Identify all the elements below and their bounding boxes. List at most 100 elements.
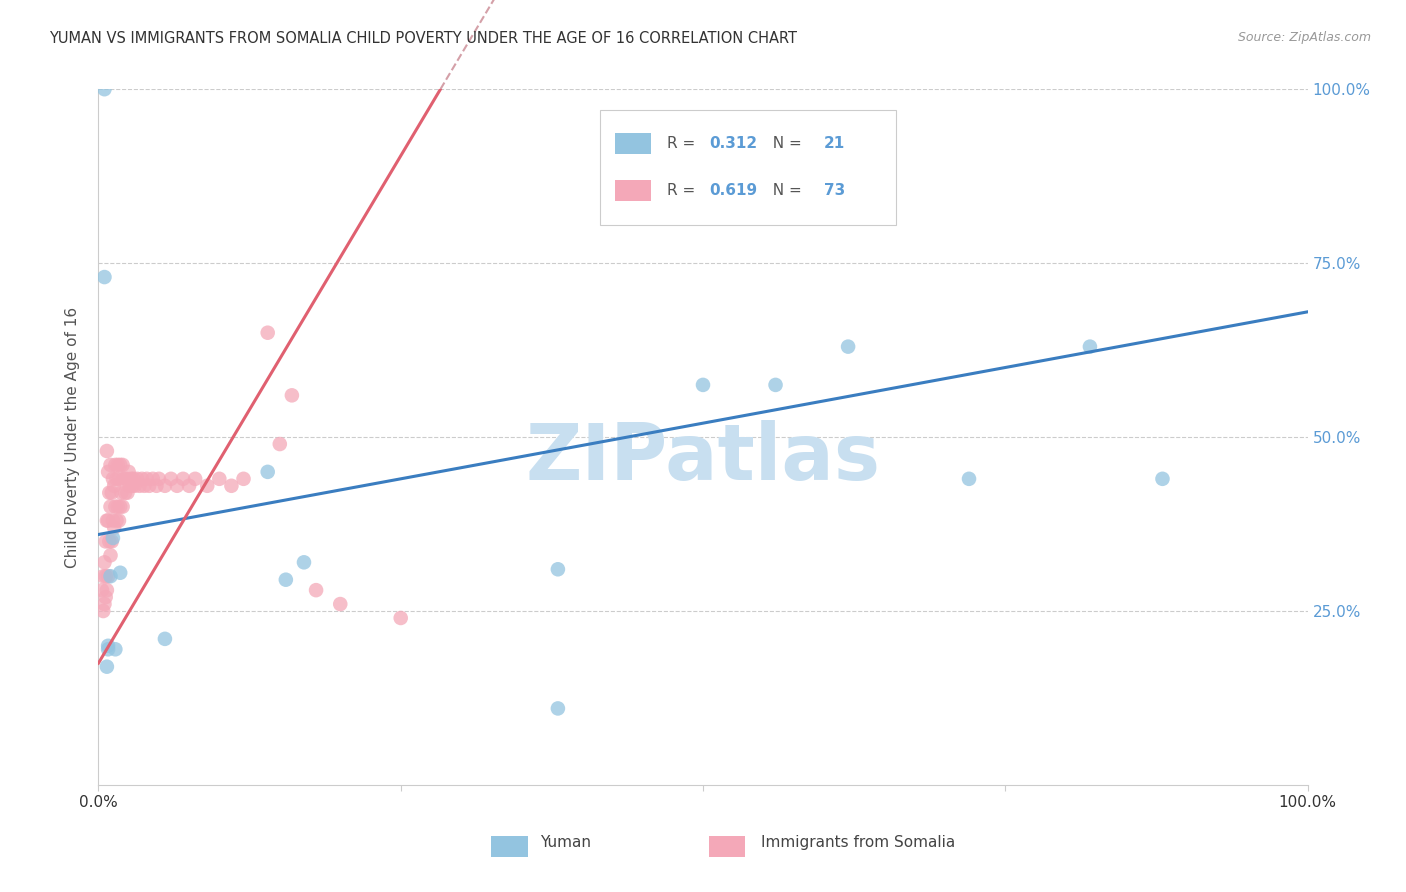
FancyBboxPatch shape	[600, 110, 897, 225]
Point	[96, 444, 118, 458]
Point	[91, 604, 114, 618]
Text: 0.619: 0.619	[709, 183, 758, 198]
Text: Source: ZipAtlas.com: Source: ZipAtlas.com	[1237, 31, 1371, 45]
Point	[160, 472, 183, 486]
Point	[101, 531, 124, 545]
Point	[179, 479, 201, 493]
Point	[128, 479, 150, 493]
Point	[547, 562, 569, 576]
FancyBboxPatch shape	[614, 179, 651, 201]
Point	[118, 465, 141, 479]
Point	[100, 500, 122, 514]
FancyBboxPatch shape	[709, 836, 745, 856]
Point	[138, 479, 160, 493]
Point	[1152, 472, 1174, 486]
Point	[120, 472, 142, 486]
Text: Yuman: Yuman	[540, 835, 591, 849]
Text: Immigrants from Somalia: Immigrants from Somalia	[761, 835, 955, 849]
Point	[957, 472, 980, 486]
Point	[118, 479, 141, 493]
Point	[221, 479, 243, 493]
Point	[104, 500, 127, 514]
Point	[127, 472, 149, 486]
Point	[104, 458, 127, 472]
Point	[94, 590, 117, 604]
Point	[93, 82, 115, 96]
Point	[184, 472, 207, 486]
Point	[148, 472, 170, 486]
Point	[104, 642, 127, 657]
Y-axis label: Child Poverty Under the Age of 16: Child Poverty Under the Age of 16	[65, 307, 80, 567]
Point	[97, 514, 120, 528]
Point	[153, 632, 176, 646]
Text: R =: R =	[666, 136, 700, 151]
Text: N =: N =	[763, 183, 807, 198]
Point	[142, 472, 165, 486]
Point	[103, 520, 125, 534]
Text: N =: N =	[763, 136, 807, 151]
Point	[93, 270, 115, 285]
Point	[108, 500, 131, 514]
FancyBboxPatch shape	[614, 133, 651, 154]
Point	[134, 479, 156, 493]
Text: ZIPatlas: ZIPatlas	[526, 420, 880, 496]
Point	[96, 659, 118, 673]
Point	[765, 378, 787, 392]
Point	[172, 472, 194, 486]
Point	[97, 569, 120, 583]
Point	[124, 479, 146, 493]
Point	[329, 597, 352, 611]
Text: 73: 73	[824, 183, 845, 198]
Point	[232, 472, 254, 486]
Point	[101, 472, 124, 486]
Point	[100, 549, 122, 563]
Point	[101, 514, 124, 528]
Point	[100, 569, 122, 583]
Point	[274, 573, 297, 587]
Point	[100, 534, 122, 549]
Point	[105, 472, 128, 486]
Point	[108, 472, 131, 486]
Point	[97, 639, 120, 653]
Point	[93, 597, 115, 611]
Point	[96, 583, 118, 598]
Point	[195, 479, 218, 493]
Point	[103, 479, 125, 493]
Point	[153, 479, 176, 493]
Point	[110, 485, 132, 500]
Point	[292, 555, 315, 569]
Point	[111, 458, 134, 472]
Point	[107, 458, 129, 472]
Point	[208, 472, 231, 486]
FancyBboxPatch shape	[492, 836, 527, 856]
Text: 21: 21	[824, 136, 845, 151]
Point	[108, 514, 131, 528]
Point	[166, 479, 188, 493]
Point	[305, 583, 328, 598]
Point	[547, 701, 569, 715]
Point	[98, 485, 121, 500]
Point	[114, 485, 136, 500]
Point	[108, 566, 131, 580]
Point	[256, 465, 278, 479]
Point	[115, 472, 138, 486]
Point	[145, 479, 167, 493]
Point	[1078, 340, 1101, 354]
Text: R =: R =	[666, 183, 700, 198]
Point	[692, 378, 714, 392]
Point	[107, 500, 129, 514]
Point	[105, 514, 128, 528]
Point	[111, 500, 134, 514]
Point	[91, 583, 114, 598]
Point	[100, 485, 122, 500]
Point	[100, 458, 122, 472]
Point	[837, 340, 859, 354]
Point	[98, 534, 121, 549]
Point	[269, 437, 291, 451]
Point	[108, 458, 131, 472]
Point	[91, 569, 114, 583]
Point	[93, 555, 115, 569]
Point	[94, 569, 117, 583]
Text: 0.312: 0.312	[709, 136, 758, 151]
Text: YUMAN VS IMMIGRANTS FROM SOMALIA CHILD POVERTY UNDER THE AGE OF 16 CORRELATION C: YUMAN VS IMMIGRANTS FROM SOMALIA CHILD P…	[49, 31, 797, 46]
